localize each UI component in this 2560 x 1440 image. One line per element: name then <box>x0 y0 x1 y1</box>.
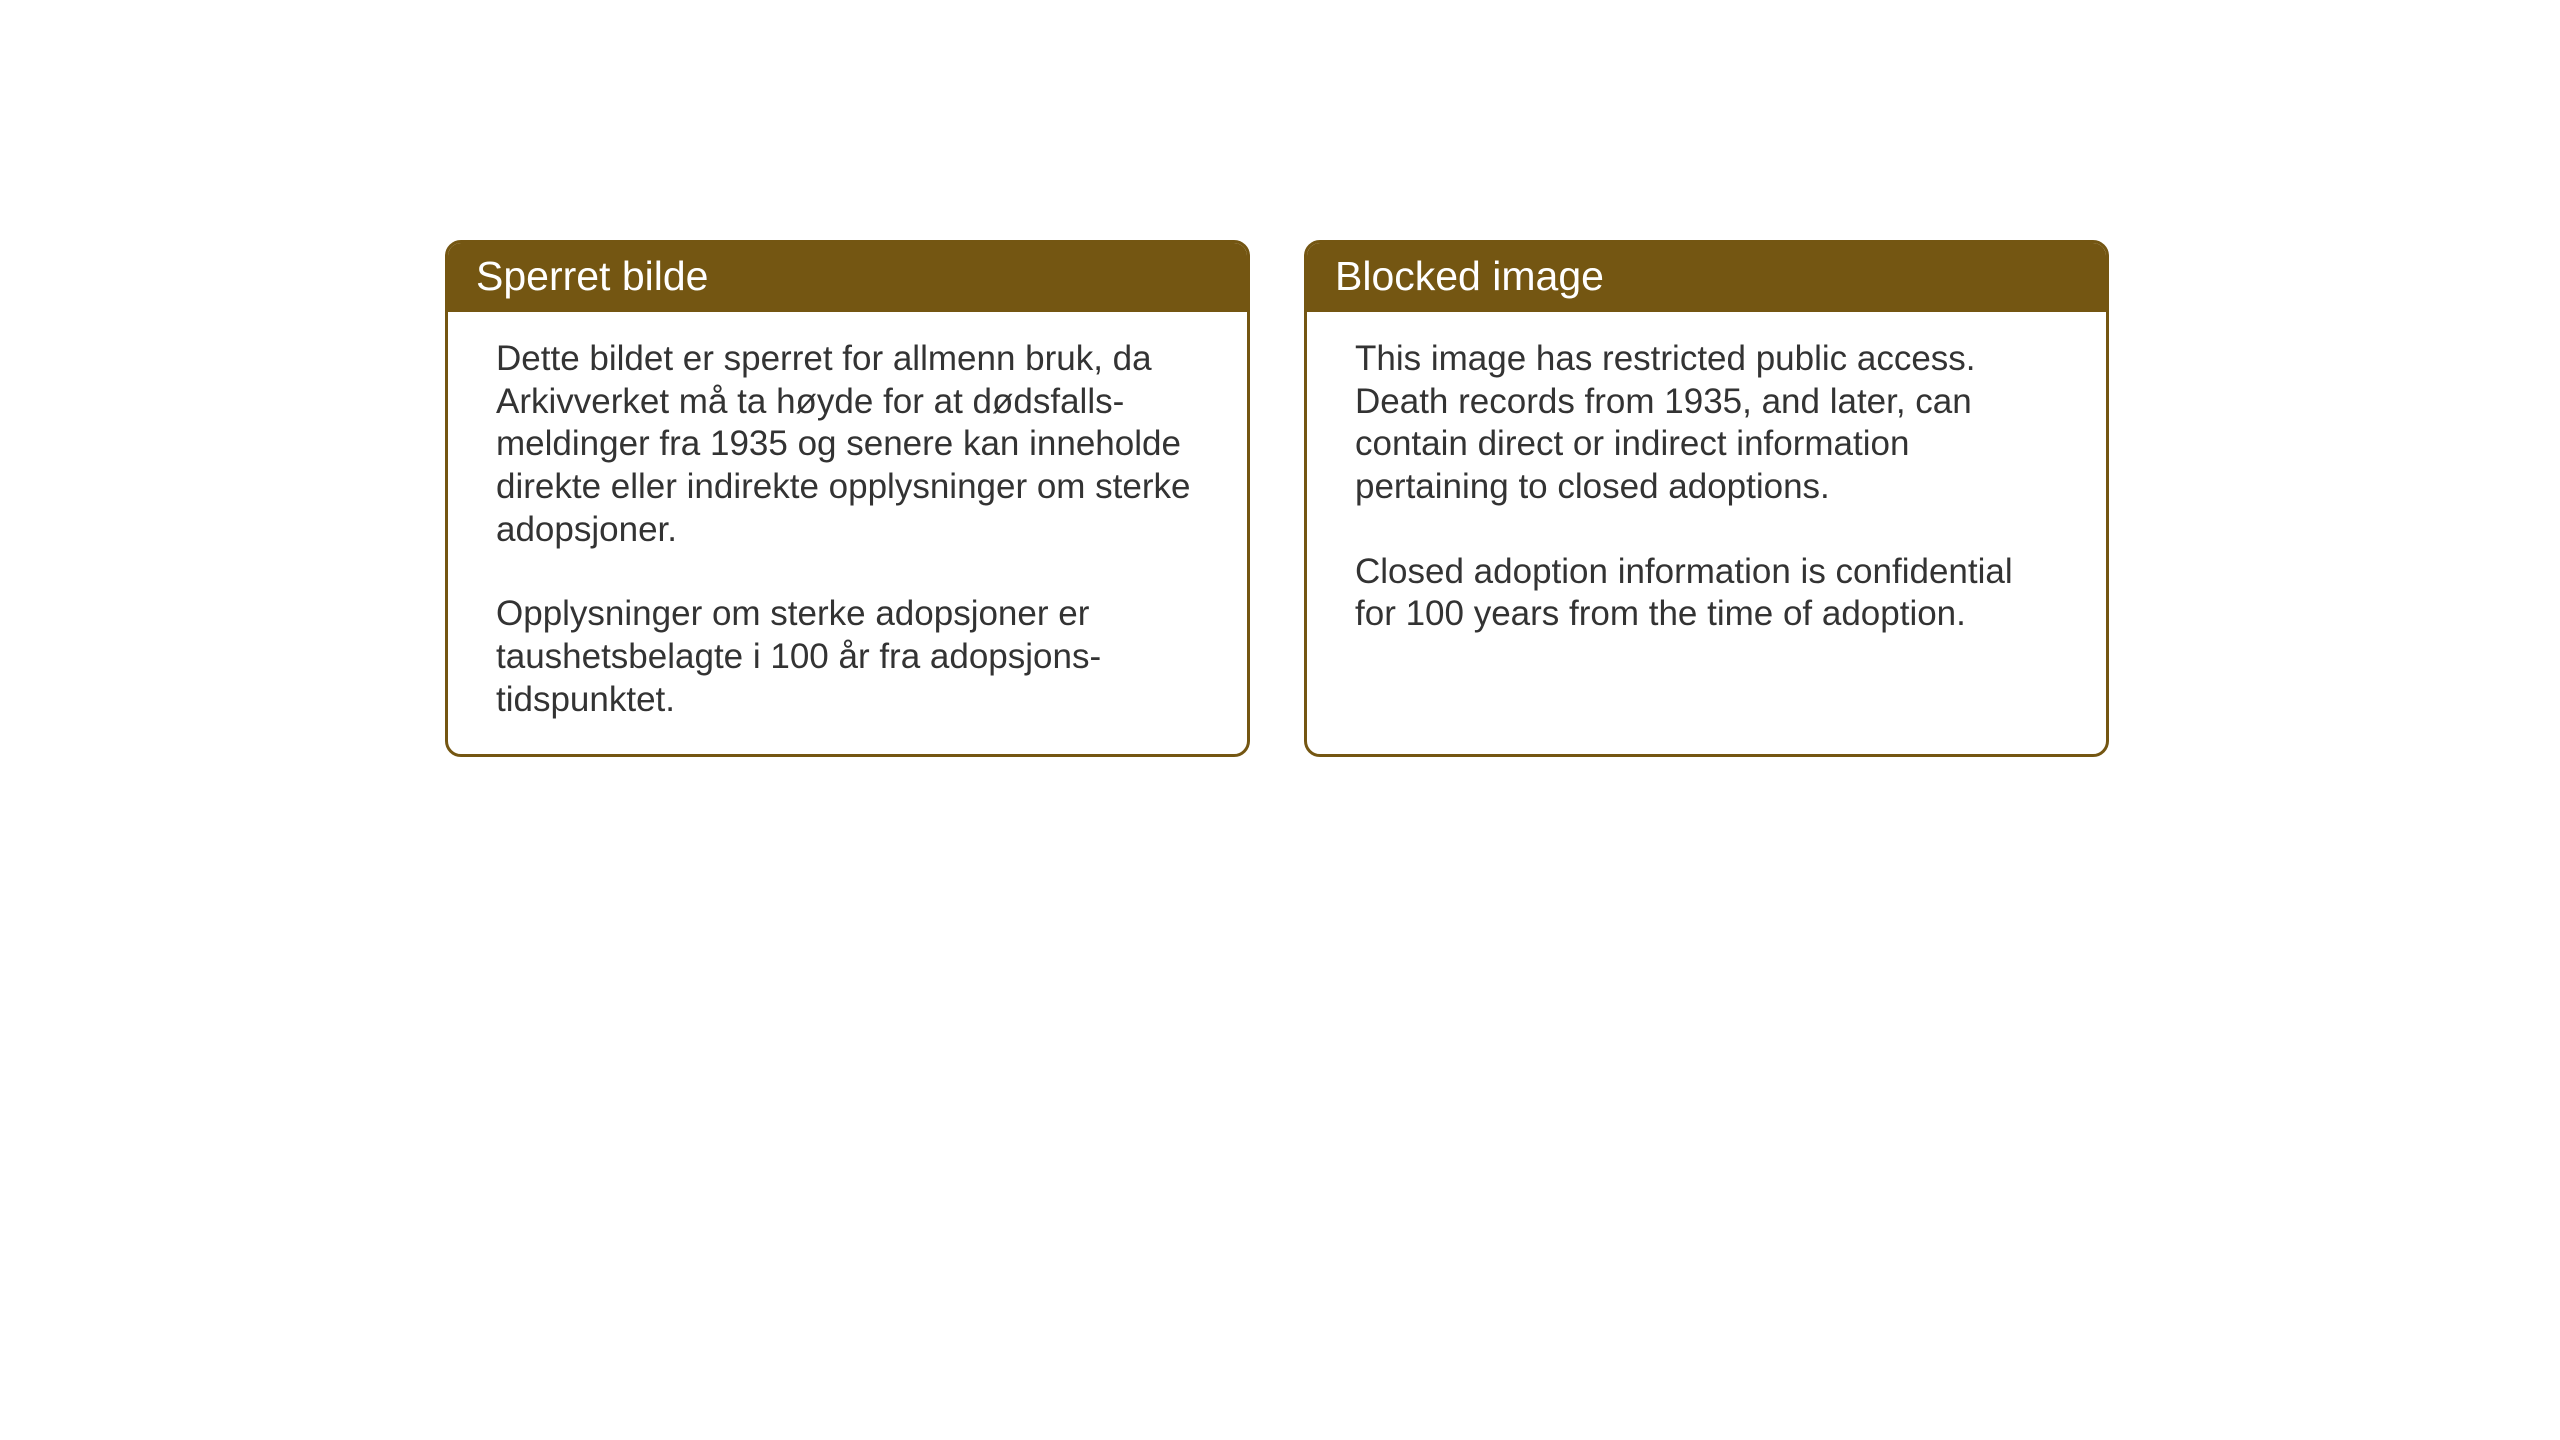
notice-body-norwegian: Dette bildet er sperret for allmenn bruk… <box>448 312 1247 754</box>
notice-title-norwegian: Sperret bilde <box>448 243 1247 312</box>
notice-paragraph: Closed adoption information is confident… <box>1355 551 2058 636</box>
notice-title-english: Blocked image <box>1307 243 2106 312</box>
notice-paragraph: This image has restricted public access.… <box>1355 338 2058 509</box>
notice-paragraph: Dette bildet er sperret for allmenn bruk… <box>496 338 1199 551</box>
notice-card-english: Blocked image This image has restricted … <box>1304 240 2109 757</box>
notice-container: Sperret bilde Dette bildet er sperret fo… <box>445 240 2109 757</box>
notice-card-norwegian: Sperret bilde Dette bildet er sperret fo… <box>445 240 1250 757</box>
notice-body-english: This image has restricted public access.… <box>1307 312 2106 702</box>
notice-paragraph: Opplysninger om sterke adopsjoner er tau… <box>496 593 1199 721</box>
